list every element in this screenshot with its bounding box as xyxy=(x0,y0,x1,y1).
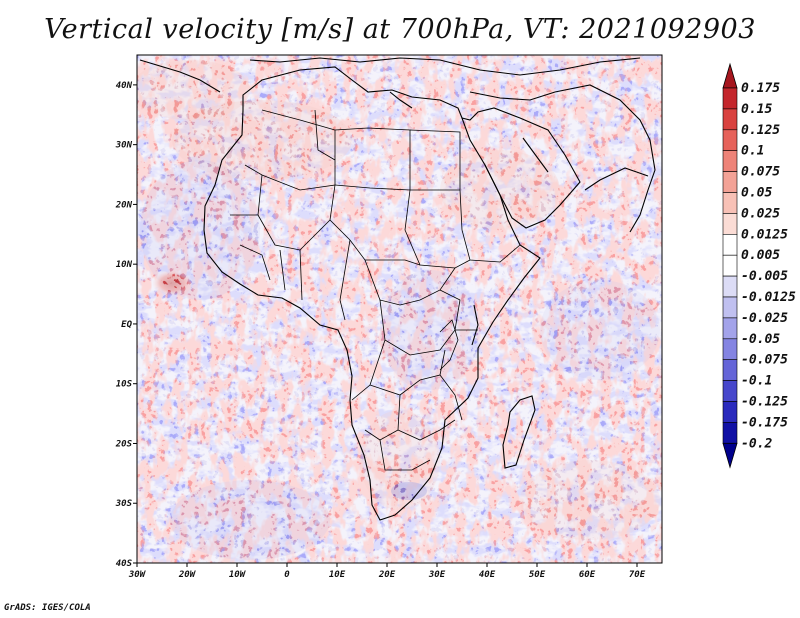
colorbar-label: 0.15 xyxy=(741,102,772,117)
colorbar-label: -0.1 xyxy=(741,374,772,389)
colorbar-top-arrow xyxy=(722,62,738,89)
lon-tick-label: 10W xyxy=(229,570,247,580)
colorbar-segment xyxy=(722,192,738,214)
colorbar-label: -0.075 xyxy=(741,353,788,368)
colorbar-label: 0.175 xyxy=(741,81,780,96)
lon-tick-label: 50E xyxy=(529,570,546,580)
colorbar-label: 0.0125 xyxy=(741,227,788,242)
colorbar-segment xyxy=(722,380,738,402)
colorbar-label: -0.175 xyxy=(741,415,788,430)
colorbar-segment xyxy=(722,129,738,152)
map-frame xyxy=(136,54,663,564)
colorbar-segment xyxy=(722,254,738,277)
colorbar-label: -0.2 xyxy=(741,436,772,451)
lat-tick-label: 10S xyxy=(116,380,133,390)
colorbar-segment xyxy=(722,234,738,256)
colorbar-label: 0.025 xyxy=(741,206,780,221)
colorbar-segment xyxy=(722,338,738,360)
colorbar-segment xyxy=(722,108,738,131)
lon-tick-label: 60E xyxy=(579,570,596,580)
colorbar-segment xyxy=(722,422,738,444)
velocity-field xyxy=(137,55,662,563)
country-borders xyxy=(230,109,521,471)
credit-label: GrADS: IGES/COLA xyxy=(4,603,91,613)
lat-tick-label: 20N xyxy=(115,200,133,210)
colorbar-segment xyxy=(722,401,738,423)
lat-tick-label: 10N xyxy=(116,260,133,270)
colorbar-label: 0.05 xyxy=(741,186,772,201)
colorbar-segment xyxy=(722,150,738,172)
colorbar-segment xyxy=(722,275,738,298)
lat-tick-label: 30N xyxy=(115,141,133,151)
colorbar-segment xyxy=(722,317,738,340)
colorbar-label: 0.125 xyxy=(741,123,780,138)
map-title: Vertical velocity [m/s] at 700hPa, VT: 2… xyxy=(44,14,756,45)
latitude-axis: 40N 30N 20N 10N EQ 10S 20S 30S 40S xyxy=(115,81,137,569)
colorbar-segment xyxy=(722,87,738,110)
colorbar-label: -0.125 xyxy=(741,395,788,410)
lat-tick-label: 30S xyxy=(115,499,133,509)
lon-tick-label: 0 xyxy=(284,570,290,580)
coastlines xyxy=(139,57,656,521)
colorbar-bottom-arrow xyxy=(722,442,738,469)
colorbar-label: 0.1 xyxy=(741,144,764,159)
colorbar-segment xyxy=(722,171,738,193)
lon-tick-label: 70E xyxy=(629,570,646,580)
lat-tick-label: 40S xyxy=(116,559,133,569)
colorbar-segment xyxy=(722,296,738,319)
colorbar-label: -0.005 xyxy=(741,269,788,284)
lon-tick-label: 20W xyxy=(178,570,197,580)
lat-tick-label: EQ xyxy=(121,320,132,330)
lon-tick-label: 30W xyxy=(128,570,147,580)
lon-tick-label: 20E xyxy=(378,570,396,580)
lon-tick-label: 10E xyxy=(329,570,346,580)
lon-tick-label: 30E xyxy=(428,570,446,580)
colorbar-label: 0.005 xyxy=(741,248,780,263)
colorbar-segment xyxy=(722,359,738,381)
colorbar-label: -0.025 xyxy=(741,311,788,326)
lon-tick-label: 40E xyxy=(479,570,496,580)
colorbar-segment xyxy=(722,213,738,235)
colorbar-label: -0.0125 xyxy=(741,290,796,305)
longitude-axis: 30W 20W 10W 0 10E 20E 30E 40E 50E 60E 70E xyxy=(128,563,646,580)
colorbar-label: -0.05 xyxy=(741,332,780,347)
colorbar-label: 0.075 xyxy=(741,165,780,180)
colorbar: 0.175 0.15 0.125 0.1 0.075 0.05 0.025 0.0125 0.0… xyxy=(722,62,796,469)
lat-tick-label: 40N xyxy=(116,81,133,91)
lat-tick-label: 20S xyxy=(115,439,133,449)
